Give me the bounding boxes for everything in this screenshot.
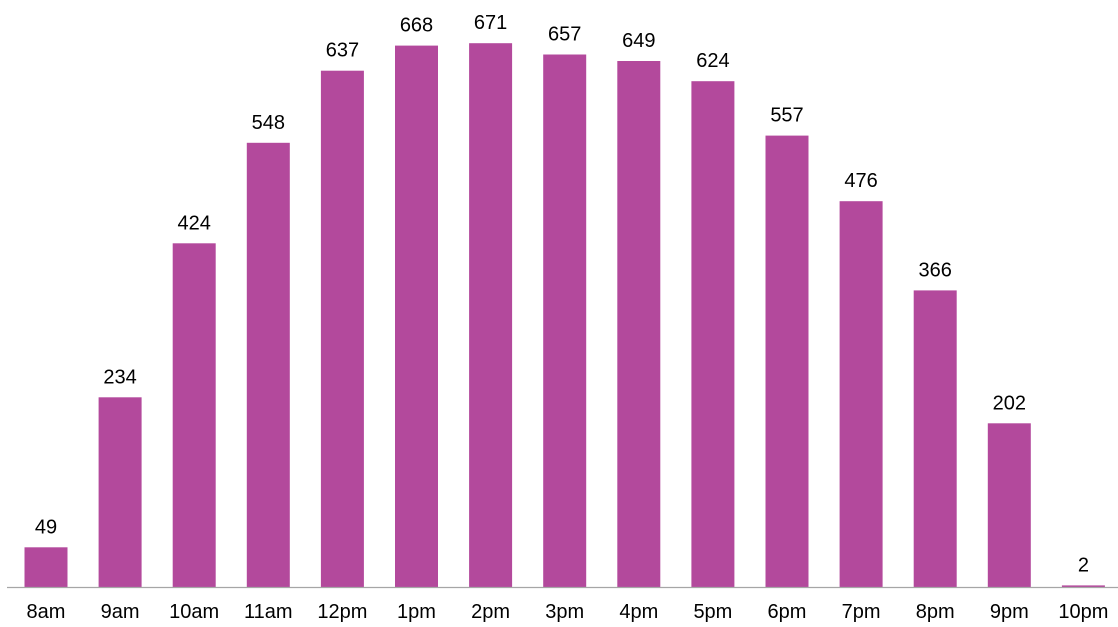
bar-9am [98,397,142,587]
x-tick-label-11am: 11am [244,601,293,623]
data-label-12pm: 637 [326,40,359,62]
x-tick-label-3pm: 3pm [545,601,584,623]
x-tick-label-2pm: 2pm [471,601,510,623]
data-label-2pm: 671 [474,12,507,34]
x-tick-label-8pm: 8pm [916,601,955,623]
bar-1pm [395,45,438,588]
data-label-10pm: 2 [1078,554,1089,576]
data-labels: 49 234 424 548 637 668 671 657 649 624 557 476 366 20… [35,12,1089,576]
bar-4pm [617,61,661,587]
bar-5pm [691,81,735,587]
data-label-6pm: 557 [770,105,803,127]
data-label-9pm: 202 [993,392,1026,414]
bar-8am [24,547,68,587]
data-label-8pm: 366 [919,259,952,281]
x-tick-label-10am: 10am [169,601,219,623]
bar-3pm [543,54,587,587]
data-label-3pm: 657 [548,24,581,46]
bar-11am [246,142,290,588]
bar-7pm [839,201,883,587]
bar-10am [172,243,216,588]
data-label-4pm: 649 [622,30,655,52]
x-tick-labels: 8am 9am 10am 11am 12pm 1pm 2pm 3pm 4pm 5pm 6pm 7pm 8… [27,601,1109,623]
x-tick-label-5pm: 5pm [693,601,732,623]
x-tick-label-9pm: 9pm [990,601,1029,623]
x-tick-label-4pm: 4pm [619,601,658,623]
x-tick-label-9am: 9am [101,601,140,623]
x-tick-label-7pm: 7pm [842,601,881,623]
data-label-11am: 548 [252,112,285,134]
bar-10pm [1061,585,1105,587]
data-label-7pm: 476 [844,170,877,192]
bar-9pm [987,423,1031,587]
data-label-5pm: 624 [696,50,729,72]
data-label-10am: 424 [178,212,211,234]
bar-6pm [765,135,809,587]
data-label-1pm: 668 [400,15,433,37]
bar-2pm [469,43,513,587]
x-tick-label-10pm: 10pm [1058,601,1108,623]
bar-8pm [913,290,957,587]
bars [24,43,1105,588]
data-label-8am: 49 [35,516,57,538]
bar-12pm [320,70,364,587]
x-tick-label-1pm: 1pm [397,601,436,623]
x-tick-label-8am: 8am [27,601,66,623]
data-label-9am: 234 [103,366,136,388]
x-tick-label-12pm: 12pm [317,601,367,623]
x-tick-label-6pm: 6pm [768,601,807,623]
